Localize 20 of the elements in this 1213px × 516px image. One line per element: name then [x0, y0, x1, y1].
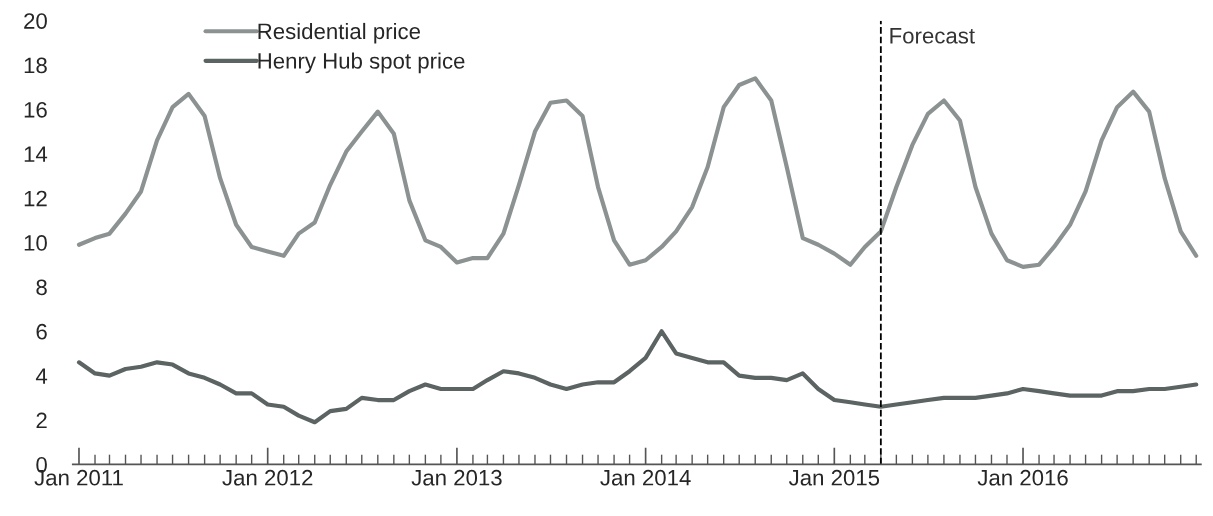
x-tick-label: Jan 2013 [411, 469, 502, 486]
x-tick-label: Jan 2016 [977, 469, 1068, 486]
y-tick-label: 12 [24, 190, 47, 207]
y-tick-label: 2 [36, 412, 47, 429]
line-series [76, 76, 1199, 270]
legend-label: Henry Hub spot price [258, 52, 465, 74]
y-tick-label: 18 [24, 57, 47, 74]
y-tick-label: 10 [24, 235, 47, 251]
ref-line-label: Forecast [890, 28, 975, 44]
line-series [76, 329, 1199, 425]
legend-label: Residential price [258, 22, 420, 44]
y-tick-label: 14 [24, 146, 48, 162]
y-tick-label: 8 [36, 279, 47, 296]
x-tick-label: Jan 2015 [788, 469, 880, 486]
y-tick-label: 16 [24, 101, 47, 118]
y-tick-label: 6 [36, 323, 47, 340]
y-tick-label: 20 [24, 13, 47, 29]
x-tick-label: Jan 2012 [222, 469, 313, 486]
y-tick-label: 4 [35, 368, 48, 384]
x-tick-label: Jan 2014 [600, 469, 691, 486]
